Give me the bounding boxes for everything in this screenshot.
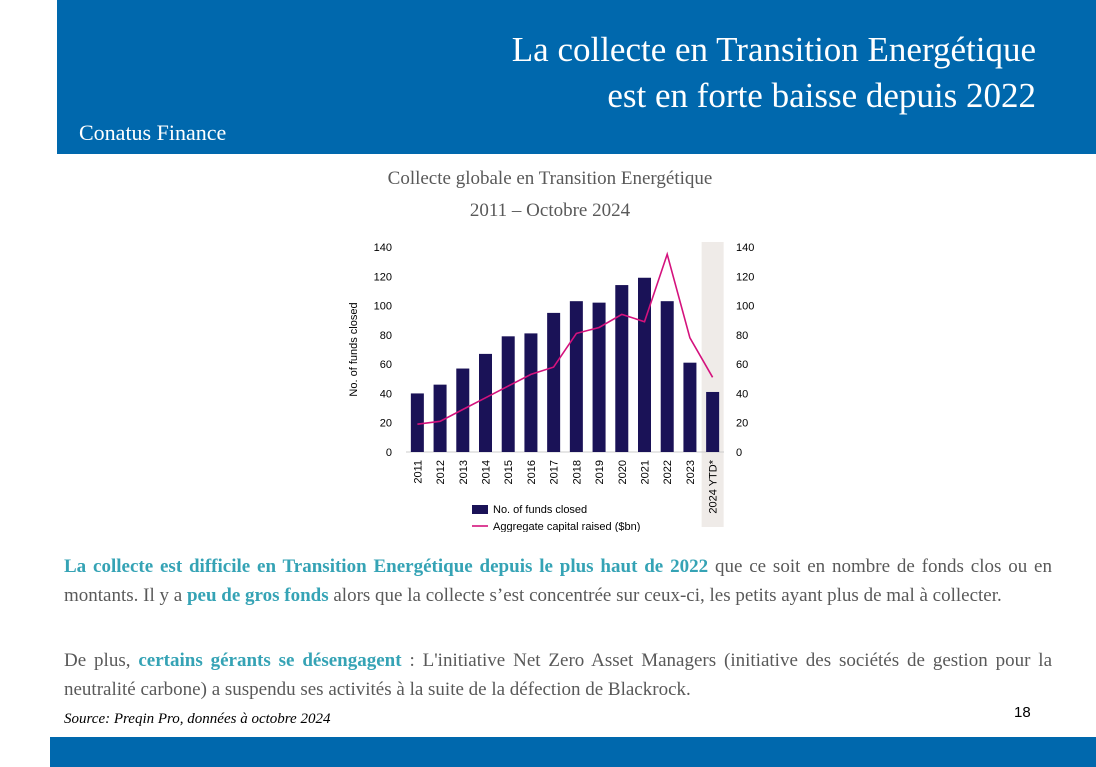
- y2-tick-label: 20: [736, 418, 748, 430]
- bar: [660, 301, 674, 452]
- x-tick-label: 2019: [594, 460, 606, 484]
- x-tick-label: 2013: [458, 460, 470, 484]
- bar: [479, 353, 492, 452]
- y-axis-right: 0 20 40 60 80 100 120 140: [736, 242, 754, 459]
- bar: [524, 333, 538, 452]
- x-tick-label: 2016: [526, 460, 538, 484]
- x-axis: 2011 2012 2013 2014 2015 2016 2017 2018 2019 2020…: [412, 459, 719, 513]
- x-tick-label: 2015: [503, 460, 515, 484]
- ytd-highlight-band: [701, 242, 724, 527]
- x-tick-label: 2022: [662, 460, 674, 484]
- chart-subtitle: 2011 – Octobre 2024: [469, 200, 631, 221]
- footer-band: [50, 737, 1096, 767]
- y-tick-label: 120: [374, 271, 392, 283]
- x-tick-label: 2024 YTD*: [708, 459, 720, 513]
- y-tick-label: 60: [380, 359, 392, 371]
- y-tick-label: 80: [380, 330, 392, 342]
- legend: No. of funds closed Aggregate capital ra…: [472, 504, 640, 532]
- y2-tick-label: 0: [736, 447, 742, 459]
- legend-swatch-bars: [472, 505, 488, 514]
- source-note: Source: Preqin Pro, données à octobre 20…: [64, 711, 331, 727]
- bar: [547, 312, 561, 452]
- slide-title-line2: est en forte baisse depuis 2022: [607, 76, 1036, 115]
- bar: [683, 362, 697, 452]
- y-tick-label: 140: [374, 242, 392, 254]
- x-tick-label: 2023: [685, 460, 697, 484]
- legend-label-bars: No. of funds closed: [493, 504, 587, 516]
- funds-chart: 0 20 40 60 80 100 120 140 0 20 40 60 80 100 120 140 20…: [348, 242, 754, 532]
- y2-tick-label: 40: [736, 388, 748, 400]
- y2-tick-label: 60: [736, 359, 748, 371]
- page-number: 18: [1014, 704, 1031, 721]
- y-tick-label: 40: [380, 388, 392, 400]
- bar: [615, 285, 629, 452]
- y-tick-label: 0: [386, 447, 392, 459]
- bar: [410, 393, 424, 452]
- bar: [433, 384, 447, 452]
- y2-tick-label: 100: [736, 301, 754, 313]
- body-text: De plus,: [64, 650, 139, 671]
- x-tick-label: 2017: [549, 460, 561, 484]
- body-text: alors que la collecte s’est concentrée s…: [328, 585, 1002, 606]
- bar: [501, 336, 515, 452]
- highlight-text: peu de gros fonds: [186, 585, 329, 606]
- capital-line: [417, 251, 714, 425]
- x-tick-label: 2014: [481, 460, 493, 484]
- y2-tick-label: 140: [736, 242, 754, 254]
- x-tick-label: 2018: [571, 460, 583, 484]
- paragraph-2: De plus, certains gérants se désengagent…: [64, 646, 1052, 704]
- bar: [638, 277, 651, 452]
- bar: [569, 301, 583, 452]
- header-band: La collecte en Transition Energétique es…: [57, 0, 1096, 154]
- y-tick-label: 20: [380, 418, 392, 430]
- chart-title: Collecte globale en Transition Energétiq…: [387, 168, 713, 189]
- highlight-text: certains gérants se désengagent: [138, 650, 402, 671]
- paragraph-1: La collecte est difficile en Transition …: [64, 552, 1052, 610]
- body-text: : L'initiative Net Zero Asset Managers (…: [64, 650, 1053, 700]
- y2-tick-label: 80: [736, 330, 748, 342]
- body-text: que ce soit en nombre de fonds clos ou e…: [64, 556, 1052, 606]
- x-tick-label: 2021: [640, 460, 652, 484]
- y-axis-label: No. of funds closed: [348, 302, 360, 396]
- bars-group: [410, 277, 720, 452]
- y2-tick-label: 120: [736, 271, 754, 283]
- legend-label-line: Aggregate capital raised ($bn): [493, 521, 640, 532]
- y-tick-label: 100: [374, 301, 392, 313]
- bar: [706, 391, 720, 452]
- y-axis-left: 0 20 40 60 80 100 120 140: [374, 242, 392, 459]
- highlight-text: La collecte est difficile en Transition …: [64, 556, 709, 577]
- bar: [592, 302, 606, 452]
- x-tick-label: 2012: [435, 460, 447, 484]
- x-tick-label: 2020: [617, 460, 629, 484]
- x-tick-label: 2011: [412, 460, 424, 484]
- brand-name: Conatus Finance: [79, 120, 227, 145]
- slide-title-line1: La collecte en Transition Energétique: [511, 30, 1036, 69]
